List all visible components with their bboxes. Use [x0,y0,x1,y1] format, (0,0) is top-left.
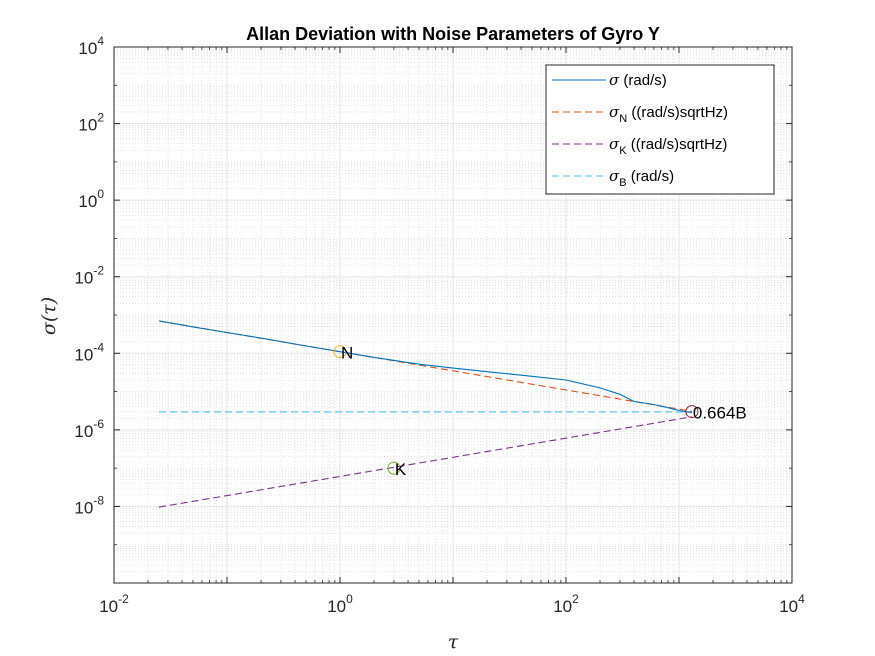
x-tick-base: 10 [99,597,118,616]
legend-symbol: σ [609,167,620,185]
y-tick-exponent: -2 [93,264,104,278]
legend-entry-2: σK ((rad/s)sqrtHz) [609,135,727,157]
y-axis-label: σ(τ) [38,297,60,335]
x-tick-label: 102 [553,592,579,616]
annotation-marker-1 [387,461,401,475]
y-tick-label: 100 [78,187,104,211]
legend-units: ((rad/s)sqrtHz) [627,136,728,153]
legend-units: ((rad/s)sqrtHz) [627,104,728,121]
legend-units: (rad/s) [619,72,667,89]
y-tick-label: 102 [78,111,104,135]
y-tick-base: 10 [74,422,93,441]
x-tick-base: 10 [327,597,346,616]
y-tick-exponent: -4 [93,340,104,354]
y-tick-label: 10-6 [74,417,104,441]
legend-entry-3: σB (rad/s) [609,167,674,189]
legend-box [545,64,775,195]
x-tick-exponent: 4 [798,592,805,606]
x-tick-exponent: 0 [346,592,353,606]
legend-entry-1: σN ((rad/s)sqrtHz) [609,103,728,125]
legend: σ (rad/s)σN ((rad/s)sqrtHz)σK ((rad/s)sq… [545,64,775,195]
series-line-0 [158,320,692,414]
annotation-marker-0 [333,345,347,359]
annotations: N K 0.664B [333,344,747,479]
x-tick-label: 104 [779,592,805,616]
y-tick-exponent: 4 [97,34,104,48]
y-tick-base: 10 [74,498,93,517]
x-tick-base: 10 [553,597,572,616]
legend-units: (rad/s) [627,168,675,185]
legend-symbol: σ [609,135,620,153]
chart-title: Allan Deviation with Noise Parameters of… [246,24,660,44]
y-tick-label: 10-8 [74,493,104,517]
annotation-label-2: 0.664B [693,404,747,423]
legend-symbol: σ [609,103,620,121]
y-tick-exponent: 0 [97,187,104,201]
x-tick-label: 10-2 [99,592,129,616]
x-tick-exponent: 2 [572,592,579,606]
y-tick-base: 10 [78,192,97,211]
legend-subscript: K [619,145,627,157]
annotation-marker-2 [685,405,699,419]
y-tick-base: 10 [74,269,93,288]
y-tick-label: 10-2 [74,264,104,288]
legend-subscript: N [619,113,627,125]
x-tick-label: 100 [327,592,353,616]
legend-subscript: B [619,177,626,189]
legend-symbol: σ [609,71,620,89]
y-tick-base: 10 [78,116,97,135]
series-line-2 [158,416,692,508]
y-tick-base: 10 [78,39,97,58]
annotation-label-1: K [395,460,407,479]
x-tick-base: 10 [779,597,798,616]
y-tick-exponent: -8 [93,493,104,507]
legend-entry-0: σ (rad/s) [609,71,667,89]
y-tick-exponent: 2 [97,111,104,125]
data-series [158,320,692,508]
x-axis-label: τ [448,631,459,653]
x-tick-exponent: -2 [118,592,129,606]
y-tick-base: 10 [74,345,93,364]
y-tick-label: 10-4 [74,340,104,364]
y-tick-exponent: -6 [93,417,104,431]
y-tick-label: 104 [78,34,104,58]
annotation-label-0: N [341,344,353,363]
